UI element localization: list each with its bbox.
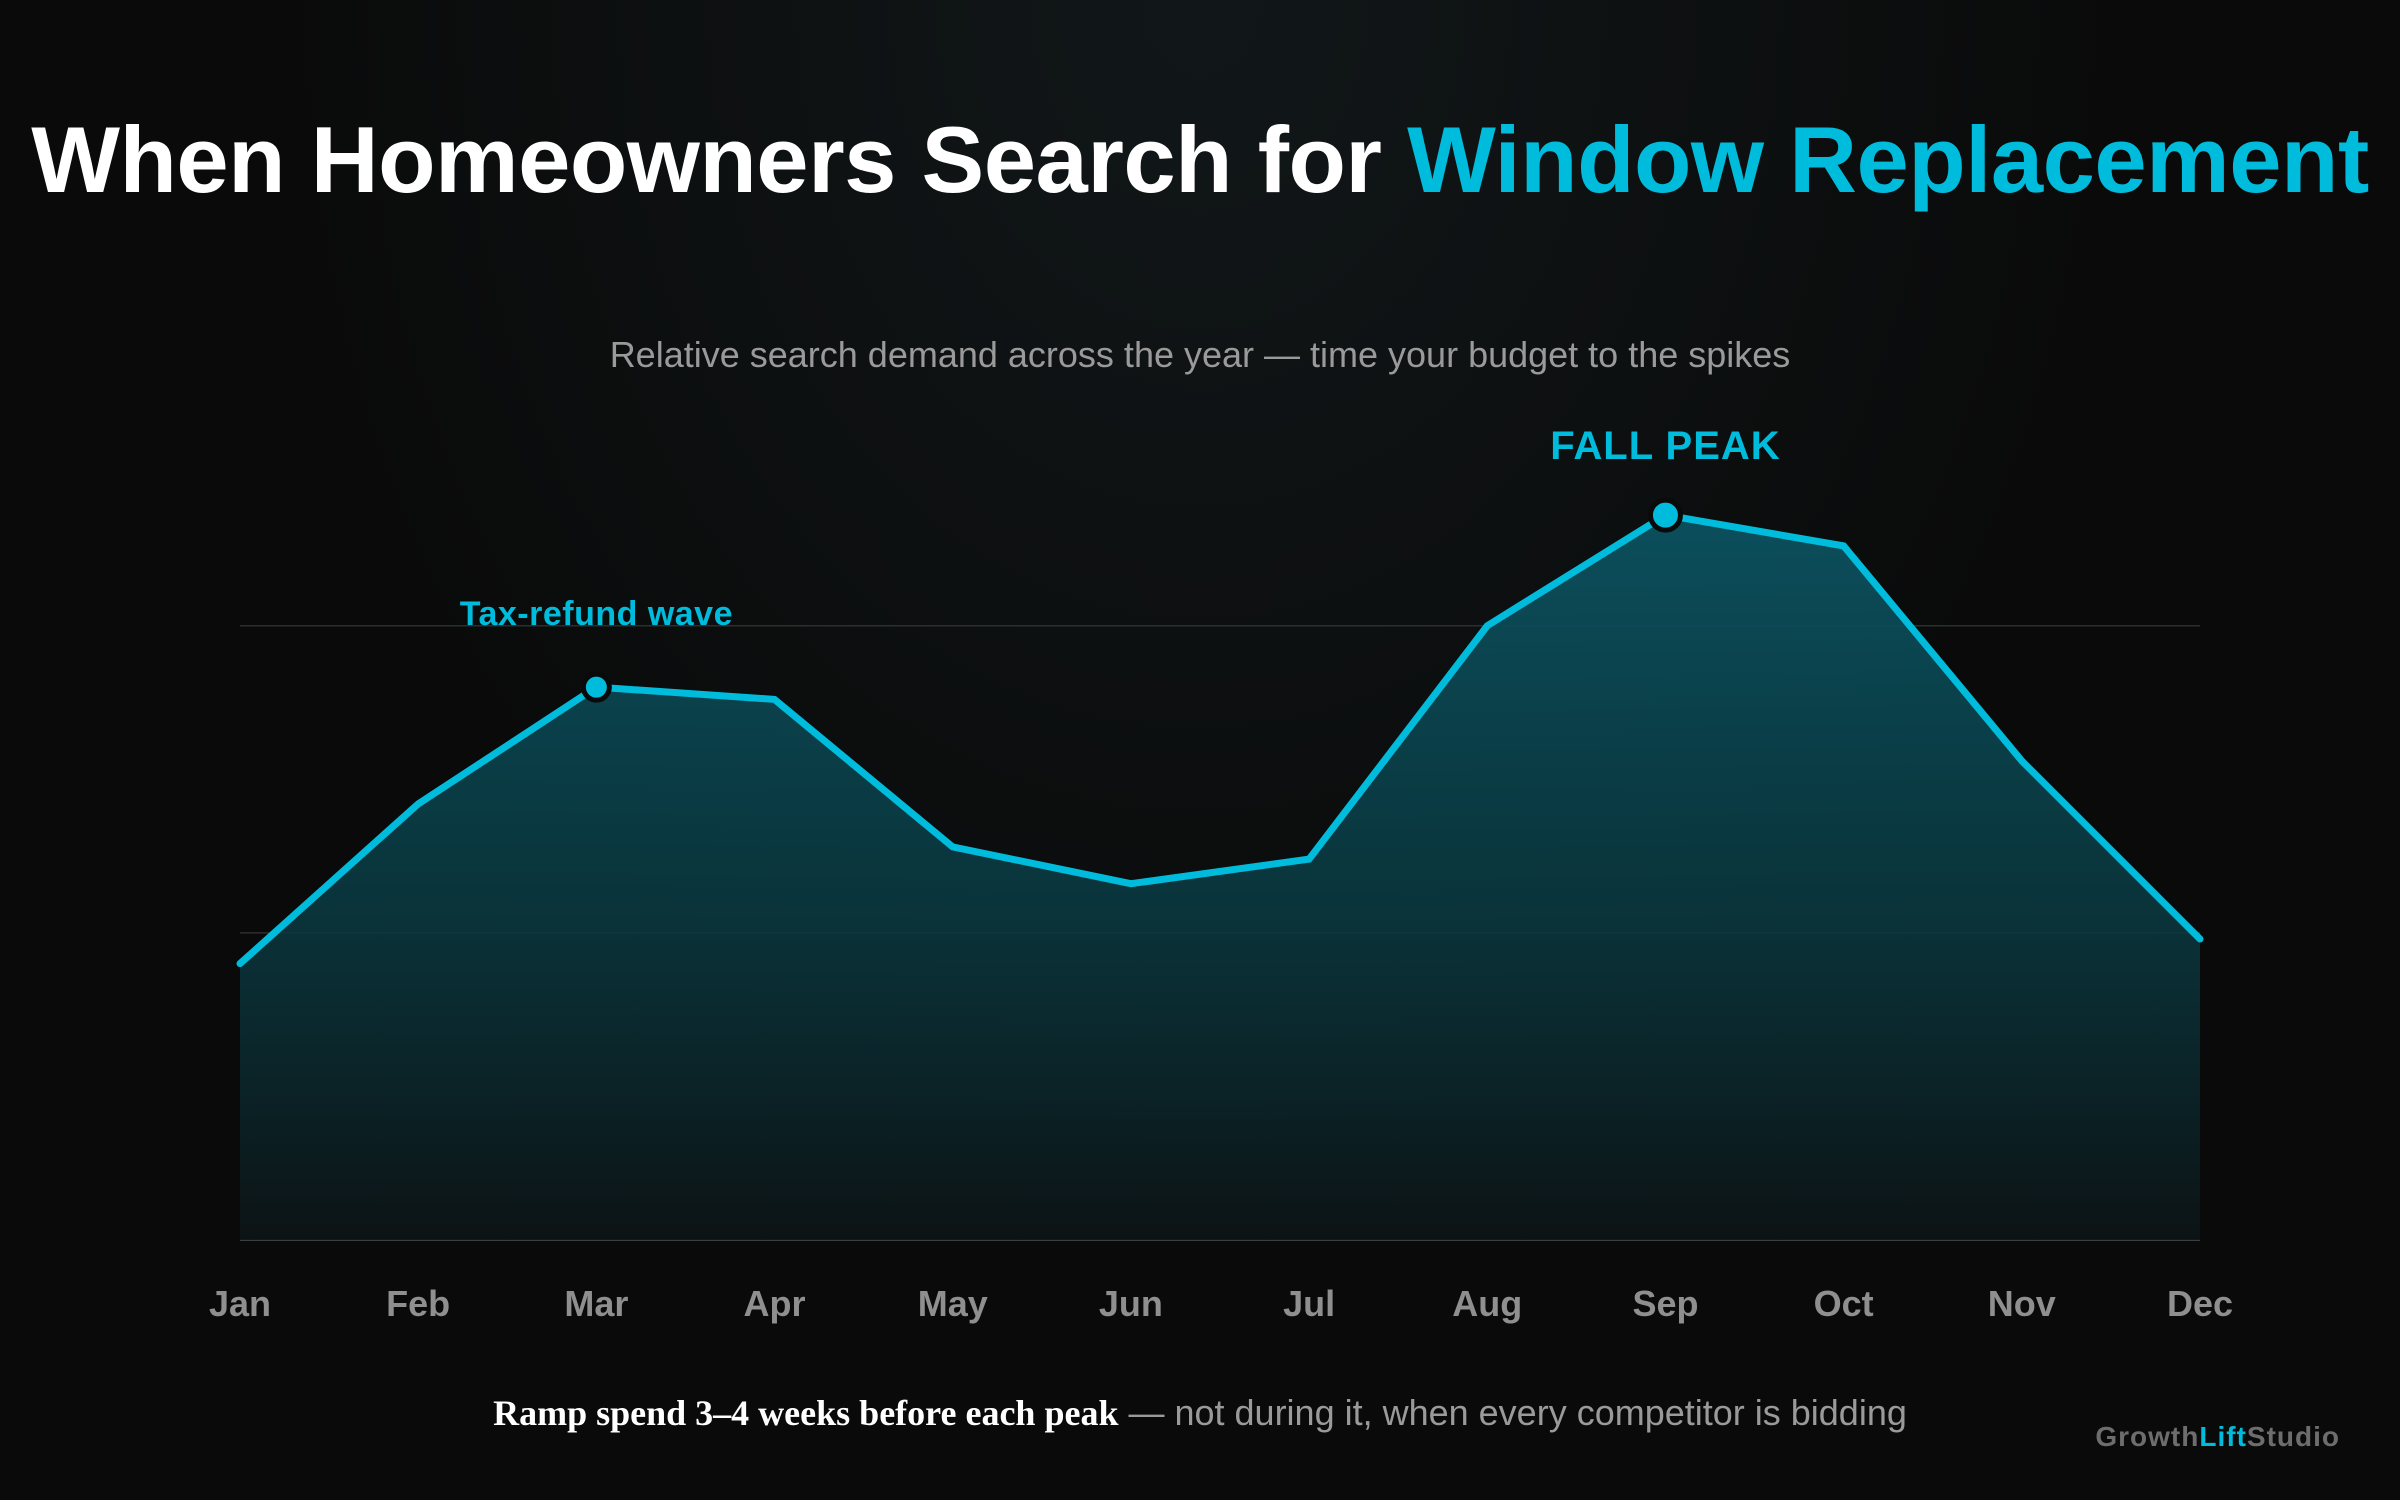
annotation-label-mar: Tax-refund wave [460,595,733,633]
footer-note-rest: — not during it, when every competitor i… [1118,1392,1907,1433]
x-tick-label-jan: Jan [209,1283,271,1324]
x-tick-label-jul: Jul [1283,1283,1335,1324]
brand-part-growth: Growth [2095,1421,2200,1452]
x-tick-label-sep: Sep [1632,1283,1698,1324]
peak-marker-mar [580,671,612,703]
x-tick-label-dec: Dec [2167,1283,2233,1324]
brand-part-lift: Lift [2199,1421,2247,1452]
x-tick-label-aug: Aug [1452,1283,1522,1324]
x-tick-label-oct: Oct [1814,1283,1874,1324]
series-area-fill [240,515,2200,1240]
series-line [236,511,2204,968]
x-tick-label-jun: Jun [1099,1283,1163,1324]
peak-marker-sep [1647,497,1683,533]
chart-title-highlight: Window Replacement [1407,107,2369,212]
brand-logo: GrowthLiftStudio [2095,1421,2340,1453]
chart-title-main: When Homeowners Search for [31,107,1408,212]
brand-part-studio: Studio [2246,1421,2340,1452]
chart-title: When Homeowners Search for Window Replac… [0,108,2400,212]
x-tick-label-may: May [918,1283,988,1324]
footer-note-strong: Ramp spend 3–4 weeks before each peak [493,1393,1119,1433]
x-tick-label-nov: Nov [1988,1283,2056,1324]
footer-note: Ramp spend 3–4 weeks before each peak — … [0,1392,2400,1434]
chart-subtitle: Relative search demand across the year —… [609,334,1791,375]
x-tick-label-feb: Feb [386,1283,450,1324]
annotation-label-sep: FALL PEAK [1550,424,1781,468]
x-tick-label-apr: Apr [744,1283,806,1324]
x-tick-label-mar: Mar [564,1283,628,1324]
